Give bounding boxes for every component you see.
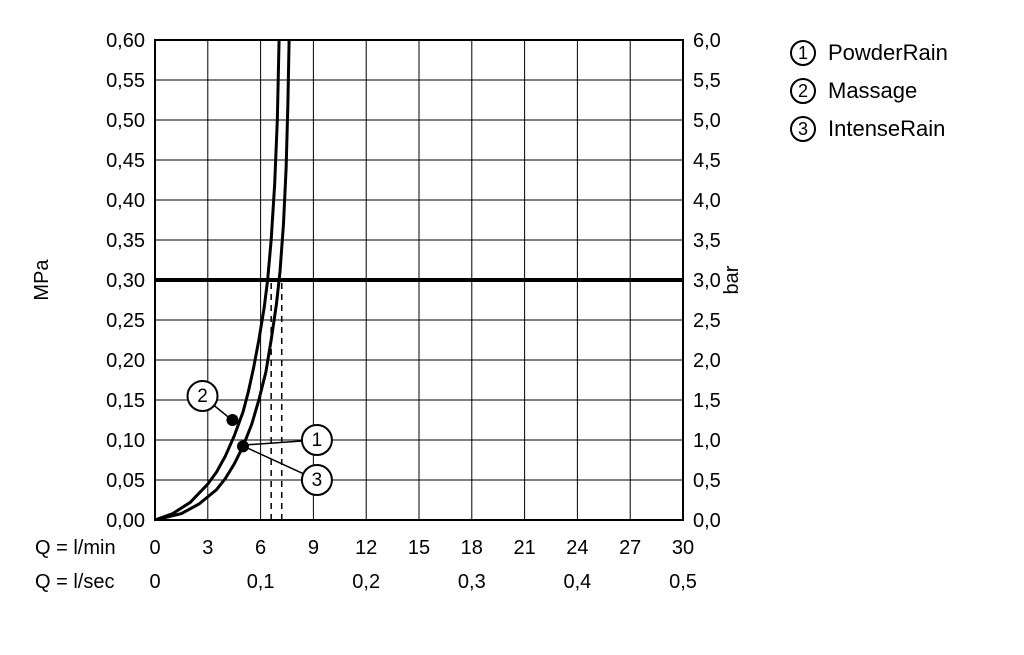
svg-text:0,50: 0,50 xyxy=(106,110,145,132)
legend-item: 1 PowderRain xyxy=(790,40,948,66)
svg-text:0,2: 0,2 xyxy=(352,571,380,593)
svg-text:15: 15 xyxy=(408,537,430,559)
svg-text:0,30: 0,30 xyxy=(106,270,145,292)
svg-text:2,5: 2,5 xyxy=(693,310,721,332)
svg-text:bar: bar xyxy=(721,265,743,294)
svg-text:0,0: 0,0 xyxy=(693,510,721,532)
svg-text:0,05: 0,05 xyxy=(106,470,145,492)
svg-text:0,10: 0,10 xyxy=(106,430,145,452)
legend-bubble-3: 3 xyxy=(790,116,816,142)
svg-text:0,55: 0,55 xyxy=(106,70,145,92)
svg-text:0,40: 0,40 xyxy=(106,190,145,212)
svg-text:1,5: 1,5 xyxy=(693,390,721,412)
svg-text:1,0: 1,0 xyxy=(693,430,721,452)
svg-text:0,4: 0,4 xyxy=(563,571,591,593)
svg-text:24: 24 xyxy=(566,537,588,559)
svg-text:6,0: 6,0 xyxy=(693,30,721,52)
svg-text:30: 30 xyxy=(672,537,694,559)
svg-text:2,0: 2,0 xyxy=(693,350,721,372)
svg-text:4,0: 4,0 xyxy=(693,190,721,212)
svg-text:18: 18 xyxy=(461,537,483,559)
svg-text:5,5: 5,5 xyxy=(693,70,721,92)
svg-text:0,20: 0,20 xyxy=(106,350,145,372)
svg-text:9: 9 xyxy=(308,537,319,559)
svg-text:0,60: 0,60 xyxy=(106,30,145,52)
svg-text:Q = l/sec: Q = l/sec xyxy=(35,571,114,593)
svg-text:3: 3 xyxy=(312,470,323,491)
svg-text:0,5: 0,5 xyxy=(693,470,721,492)
svg-text:0,45: 0,45 xyxy=(106,150,145,172)
legend-label: IntenseRain xyxy=(828,116,945,142)
svg-text:0,5: 0,5 xyxy=(669,571,697,593)
legend-label: PowderRain xyxy=(828,40,948,66)
svg-text:0,1: 0,1 xyxy=(247,571,275,593)
svg-text:4,5: 4,5 xyxy=(693,150,721,172)
svg-text:0: 0 xyxy=(149,571,160,593)
chart-svg: 0,000,050,100,150,200,250,300,350,400,45… xyxy=(20,10,760,650)
svg-text:0,25: 0,25 xyxy=(106,310,145,332)
svg-text:2: 2 xyxy=(197,386,208,407)
legend-item: 3 IntenseRain xyxy=(790,116,948,142)
svg-text:3,0: 3,0 xyxy=(693,270,721,292)
svg-text:6: 6 xyxy=(255,537,266,559)
svg-text:3,5: 3,5 xyxy=(693,230,721,252)
legend-label: Massage xyxy=(828,78,917,104)
svg-text:0,3: 0,3 xyxy=(458,571,486,593)
svg-text:0,00: 0,00 xyxy=(106,510,145,532)
legend: 1 PowderRain 2 Massage 3 IntenseRain xyxy=(790,40,948,154)
svg-text:21: 21 xyxy=(513,537,535,559)
svg-text:1: 1 xyxy=(312,430,323,451)
svg-text:Q = l/min: Q = l/min xyxy=(35,537,116,559)
svg-text:MPa: MPa xyxy=(31,259,53,301)
legend-bubble-2: 2 xyxy=(790,78,816,104)
svg-text:12: 12 xyxy=(355,537,377,559)
svg-text:27: 27 xyxy=(619,537,641,559)
flow-pressure-chart: 0,000,050,100,150,200,250,300,350,400,45… xyxy=(20,10,760,655)
svg-text:0: 0 xyxy=(149,537,160,559)
svg-text:5,0: 5,0 xyxy=(693,110,721,132)
svg-text:0,15: 0,15 xyxy=(106,390,145,412)
svg-text:0,35: 0,35 xyxy=(106,230,145,252)
legend-bubble-1: 1 xyxy=(790,40,816,66)
svg-text:3: 3 xyxy=(202,537,213,559)
legend-item: 2 Massage xyxy=(790,78,948,104)
